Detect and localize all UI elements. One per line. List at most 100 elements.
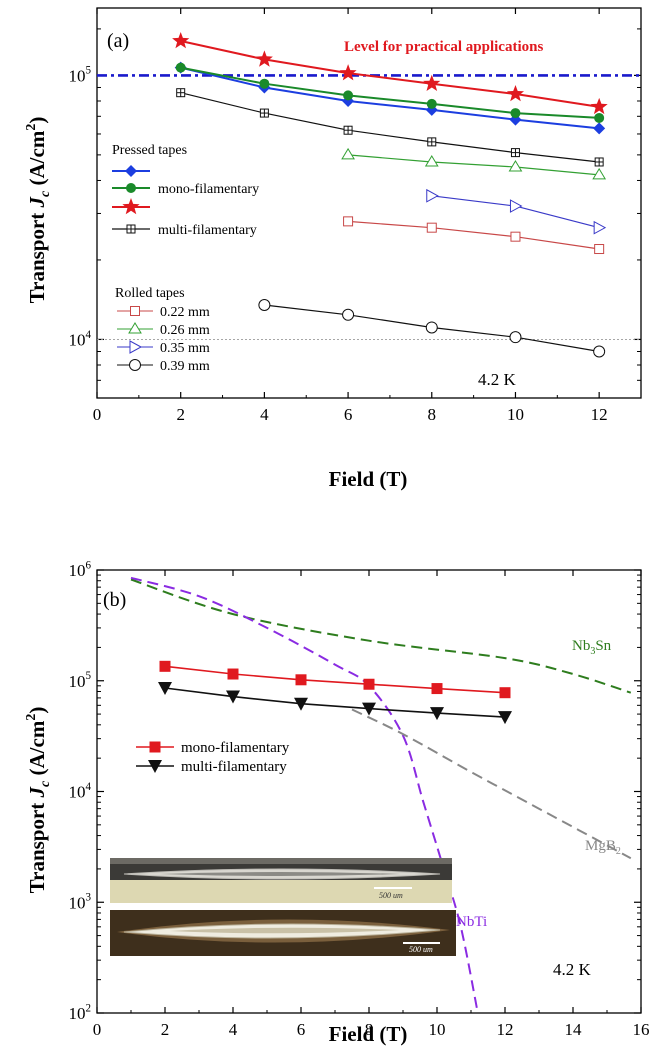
panel-a: 0 2 4 6 8 10 12 104 105 (a) Level for practical … [24, 7, 642, 491]
panel-b-curves [130, 576, 632, 1014]
x-tick-label: 6 [297, 1020, 306, 1039]
legend-label: multi-filamentary [158, 223, 257, 238]
legend-label: 0.35 mm [160, 341, 210, 356]
legend-entry: multi-filamentary [112, 223, 257, 238]
series-line [431, 195, 600, 229]
data-point [427, 137, 437, 147]
data-point [158, 682, 172, 696]
series-a-7 [258, 299, 606, 358]
legend-label: 0.26 mm [160, 323, 210, 338]
legend-label: multi-filamentary [181, 759, 287, 775]
curve-nb3sn [130, 578, 632, 694]
x-tick-label: 8 [365, 1020, 374, 1039]
x-tick-label: 10 [429, 1020, 446, 1039]
data-point [593, 122, 606, 135]
micrograph-inset-top: 500 um [110, 858, 452, 903]
panel-b-series [158, 660, 512, 725]
data-point [506, 85, 524, 102]
panel-b-xlabel: Field (T) [329, 1022, 408, 1046]
x-tick-label: 0 [93, 405, 102, 424]
micrograph-inset-bottom: 500 um [110, 910, 456, 956]
data-point [509, 199, 523, 213]
data-point [590, 97, 608, 115]
legend-entry: 0.22 mm [117, 305, 210, 320]
inset-top-lower-band [110, 880, 452, 903]
curve-mgb2 [351, 708, 632, 860]
data-point [594, 112, 605, 123]
x-tick-label: 10 [507, 405, 524, 424]
data-point [426, 98, 437, 109]
curve-nbti [130, 576, 479, 1014]
data-point [258, 299, 271, 312]
data-point [510, 148, 520, 158]
data-point [508, 159, 523, 172]
practical-level-label: Level for practical applications [344, 39, 543, 55]
legend-marker [122, 198, 140, 215]
data-point [424, 155, 439, 167]
y-tick-label: 106 [68, 559, 91, 580]
y-tick-label: 102 [68, 1002, 91, 1023]
data-point [425, 321, 438, 334]
y-tick-label: 105 [68, 65, 91, 86]
panel-a-frame [96, 7, 642, 399]
data-point [343, 125, 353, 135]
legend-marker [149, 741, 161, 753]
data-point [362, 702, 376, 716]
panel-b-legend: mono-filamentary multi-filamentary [136, 740, 290, 775]
legend-marker [130, 306, 140, 316]
series-a-2 [175, 62, 605, 123]
panel-a-series [172, 32, 608, 358]
legend-label: mono-filamentary [181, 740, 290, 756]
data-point [259, 78, 270, 89]
y-tick-label: 104 [68, 329, 91, 350]
data-point [341, 147, 355, 160]
panel-a-legend: mono-filamentary multi-filamentary 0.22 mm… [112, 165, 259, 374]
legend-marker [128, 322, 142, 334]
series-line [348, 220, 600, 250]
x-tick-label: 8 [428, 405, 437, 424]
series-a-4 [343, 216, 605, 255]
data-point [294, 697, 308, 711]
series-line [348, 154, 600, 176]
series-b-0 [159, 660, 511, 699]
legend-rolled-title: Rolled tapes [115, 286, 185, 301]
x-tick-label: 4 [260, 405, 269, 424]
panel-a-label: (a) [107, 30, 129, 52]
panel-a-xlabel: Field (T) [329, 467, 408, 491]
data-point [431, 683, 443, 695]
data-point [175, 62, 186, 73]
data-point [423, 74, 441, 91]
x-tick-label: 0 [93, 1020, 102, 1039]
panel-b-ylabel: Transport Jc (A/cm2) [24, 707, 53, 894]
legend-entry: multi-filamentary [136, 759, 287, 775]
data-point [172, 32, 190, 49]
x-tick-label: 14 [565, 1020, 583, 1039]
panel-a-temperature: 4.2 K [478, 370, 517, 389]
mgb2-label: MgB2 [585, 838, 621, 857]
x-tick-label: 12 [497, 1020, 514, 1039]
series-a-3 [176, 88, 604, 167]
data-point [593, 220, 607, 235]
legend-entry: 0.26 mm [117, 322, 210, 338]
legend-entry: 0.39 mm [117, 359, 210, 374]
legend-label: 0.22 mm [160, 305, 210, 320]
data-point [593, 345, 606, 358]
data-point [343, 90, 354, 101]
series-line [180, 66, 600, 119]
panel-a-ylabel: Transport Jc (A/cm2) [24, 117, 53, 304]
series-a-0 [172, 32, 608, 115]
legend-pressed-title: Pressed tapes [112, 143, 187, 158]
series-b-1 [158, 682, 512, 725]
data-point [259, 108, 269, 118]
y-tick-label: 104 [68, 781, 91, 802]
legend-marker [126, 183, 136, 193]
scale-text-bottom: 500 um [409, 945, 433, 954]
legend-marker [129, 340, 143, 354]
data-point [499, 687, 511, 699]
legend-marker [129, 359, 141, 371]
legend-marker [125, 165, 137, 177]
nb3sn-label: Nb3Sn [572, 638, 612, 657]
data-point [430, 707, 444, 721]
series-line [164, 687, 506, 718]
